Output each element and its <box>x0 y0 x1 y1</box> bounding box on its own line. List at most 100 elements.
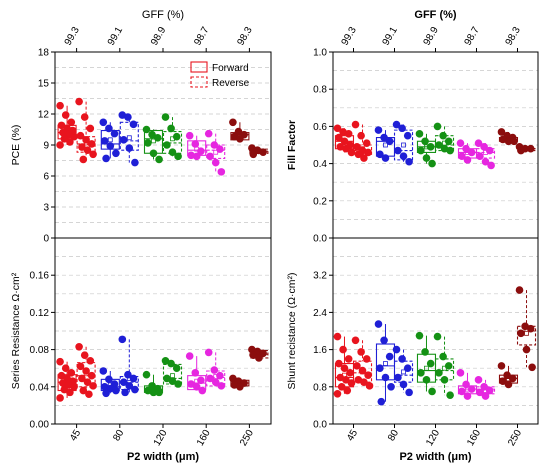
y-tick-label: 0.6 <box>313 122 327 133</box>
data-point <box>392 345 401 354</box>
data-point <box>435 141 443 149</box>
data-point <box>99 367 108 375</box>
data-point <box>504 137 513 146</box>
data-point <box>112 386 120 395</box>
data-point <box>110 129 119 138</box>
data-point <box>163 141 171 149</box>
data-point <box>385 137 394 146</box>
data-point <box>526 324 535 333</box>
data-point <box>102 389 110 398</box>
data-point <box>100 137 109 145</box>
data-point <box>259 148 267 157</box>
data-point <box>374 126 383 134</box>
y-tick-label: 9 <box>43 141 49 152</box>
data-point <box>499 377 507 386</box>
top-tick-label: 99.3 <box>63 25 82 48</box>
data-point <box>351 120 360 129</box>
data-point <box>357 131 365 140</box>
y-tick-label: 0.8 <box>313 85 327 96</box>
data-point <box>66 138 74 146</box>
data-point <box>421 137 429 146</box>
data-point <box>198 386 207 395</box>
panel-top-right: 0.0 0.2 0.4 0.6 0.8 1.0 Fill Factor 99.3 99.1 98.… <box>286 9 539 245</box>
y-tick-label: 0.00 <box>30 420 50 431</box>
x-tick-label: 250 <box>238 428 256 448</box>
data-point <box>497 128 506 136</box>
data-point <box>497 362 506 370</box>
y-axis-label: PCE (%) <box>10 125 22 166</box>
data-point <box>522 345 531 354</box>
data-point <box>56 394 64 402</box>
data-point <box>155 155 163 164</box>
box-250-reverse <box>516 325 537 346</box>
data-point <box>380 133 388 142</box>
data-point <box>119 136 128 144</box>
y-axis-label: Shunt recistance (Ω·cm²) <box>286 273 298 390</box>
data-point <box>60 135 69 143</box>
data-point <box>510 137 518 146</box>
data-point <box>131 385 139 394</box>
data-point <box>144 139 152 147</box>
data-point <box>344 355 353 363</box>
data-point <box>60 385 69 394</box>
legend-swatch-reverse <box>190 76 208 88</box>
data-point <box>142 125 151 134</box>
data-point <box>385 352 394 361</box>
data-point <box>439 352 447 361</box>
data-point <box>362 355 371 363</box>
data-point <box>335 359 343 368</box>
data-point <box>335 133 343 142</box>
data-point <box>192 383 201 391</box>
data-point <box>399 380 408 389</box>
data-point <box>78 143 86 151</box>
data-point <box>340 364 349 373</box>
data-point <box>80 113 89 121</box>
data-point <box>102 154 110 163</box>
data-point <box>197 147 205 155</box>
data-point <box>83 146 92 154</box>
data-point <box>155 388 163 397</box>
data-point <box>187 380 195 388</box>
y-axis-label: Fill Factor <box>286 120 298 170</box>
data-point <box>229 118 237 127</box>
data-point <box>125 382 134 390</box>
data-point <box>458 152 466 160</box>
data-point <box>82 136 90 144</box>
data-point <box>79 155 88 164</box>
data-point <box>474 376 483 384</box>
data-point <box>185 131 194 140</box>
data-point <box>216 371 224 380</box>
data-point <box>446 391 454 399</box>
data-point <box>380 336 388 345</box>
data-point <box>463 392 472 400</box>
top-tick-label: 98.7 <box>463 25 482 48</box>
data-point <box>476 388 484 397</box>
box-mean-marker <box>170 373 175 379</box>
data-point <box>204 129 213 138</box>
data-point <box>417 369 425 377</box>
data-point <box>67 369 76 377</box>
top-axis-label: GFF (%) <box>142 9 184 21</box>
box-80-reverse <box>119 121 139 151</box>
y-tick-label: 1.0 <box>313 48 327 59</box>
data-point <box>405 388 413 397</box>
top-tick-label: 99.1 <box>381 25 400 48</box>
data-point <box>210 366 219 374</box>
data-point <box>99 118 108 127</box>
data-point <box>168 377 177 386</box>
data-point <box>347 148 356 157</box>
y-tick-label: 18 <box>38 48 50 59</box>
data-point <box>342 144 350 153</box>
data-point <box>462 144 470 153</box>
data-point <box>376 364 384 373</box>
y-tick-label: 3 <box>43 203 49 214</box>
data-point <box>119 378 128 386</box>
data-point <box>229 374 237 383</box>
data-point <box>360 378 368 386</box>
data-point <box>187 151 195 160</box>
data-point <box>131 158 139 167</box>
box-mean-marker <box>126 135 132 141</box>
data-point <box>56 141 64 149</box>
data-point <box>82 367 90 375</box>
x-tick-label: 120 <box>152 428 170 448</box>
